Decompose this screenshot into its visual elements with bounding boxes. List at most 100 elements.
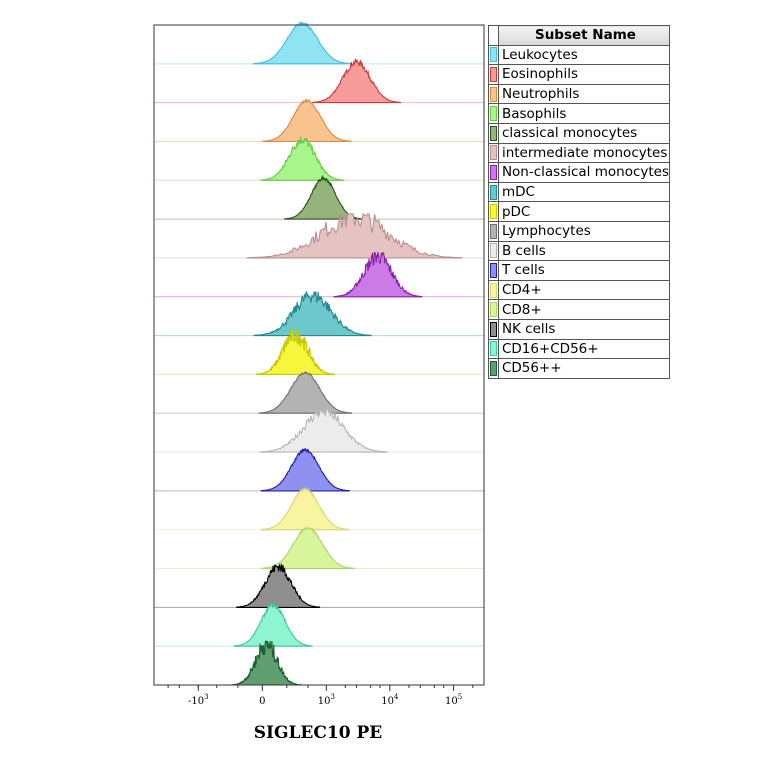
legend-row: CD56++ — [488, 358, 671, 379]
legend-label: CD4+ — [497, 279, 671, 301]
legend-swatch-cell — [488, 64, 499, 85]
legend-swatch — [489, 321, 497, 337]
histogram-curve — [233, 602, 313, 647]
histogram-row — [154, 602, 484, 647]
histogram-curve — [231, 640, 302, 686]
legend-swatch-cell — [488, 83, 499, 105]
legend-swatch-cell — [488, 44, 499, 66]
legend-swatch-cell — [488, 358, 499, 379]
legend-swatch — [489, 106, 497, 122]
histogram-row — [154, 251, 484, 298]
x-axis-label: SIGLEC10 PE — [253, 723, 383, 743]
histogram-curve — [260, 447, 350, 492]
legend-row: intermediate monocytes — [488, 142, 671, 164]
x-tick-label: 104 — [381, 693, 399, 707]
legend-swatch-cell — [488, 318, 499, 340]
histogram-row — [154, 58, 484, 104]
legend-swatch — [489, 66, 497, 82]
legend-row: Neutrophils — [488, 83, 671, 105]
legend-label: NK cells — [497, 318, 671, 340]
histogram-row — [154, 486, 484, 531]
legend-swatch — [489, 204, 497, 220]
legend-row: CD8+ — [488, 299, 671, 320]
legend-row: Lymphocytes — [488, 220, 671, 242]
legend-swatch-cell — [488, 279, 499, 301]
histogram-row — [154, 563, 484, 608]
legend-label: CD16+CD56+ — [497, 338, 671, 360]
histogram-row — [154, 98, 484, 143]
legend-row: NK cells — [488, 318, 671, 340]
legend-row: mDC — [488, 181, 671, 203]
plot-frame — [153, 24, 485, 686]
legend-swatch-cell — [488, 240, 499, 262]
histogram-row — [154, 212, 484, 259]
legend-label: pDC — [497, 201, 671, 222]
legend-swatch — [489, 282, 497, 298]
legend-row: pDC — [488, 201, 671, 222]
legend-swatch-cell — [488, 260, 499, 281]
legend-swatch-cell — [488, 122, 499, 144]
legend-swatch-cell — [488, 103, 499, 124]
x-axis: -103 0 103 104 105 — [167, 685, 474, 707]
legend-row: Non-classical monocytes — [488, 162, 671, 183]
legend-swatch-cell — [488, 338, 499, 360]
x-tick-label: 105 — [445, 693, 462, 707]
legend-label: Non-classical monocytes — [497, 162, 671, 183]
legend-header: Subset Name — [497, 25, 671, 46]
legend-label: Basophils — [497, 103, 671, 124]
legend-row: B cells — [488, 240, 671, 262]
legend-row: T cells — [488, 260, 671, 281]
histogram-row — [154, 526, 484, 570]
histogram-row — [154, 447, 484, 492]
legend-swatch-cell — [488, 220, 499, 242]
histogram-row — [154, 174, 484, 220]
legend-row: Leukocytes — [488, 44, 671, 66]
legend-swatch-cell — [488, 299, 499, 320]
legend-swatch — [489, 145, 497, 161]
histogram-curve — [236, 563, 321, 608]
legend-swatch — [489, 341, 497, 357]
legend-label: Lymphocytes — [497, 220, 671, 242]
legend-swatch — [489, 164, 497, 180]
legend-swatch-cell — [488, 201, 499, 222]
x-tick-label: -103 — [188, 693, 209, 707]
histogram-row — [154, 329, 484, 375]
legend-swatch — [489, 360, 497, 376]
histogram-row — [154, 407, 484, 453]
legend-swatch — [489, 223, 497, 239]
legend-label: mDC — [497, 181, 671, 203]
legend-label: Eosinophils — [497, 64, 671, 85]
legend-label: Neutrophils — [497, 83, 671, 105]
legend-row: CD4+ — [488, 279, 671, 301]
histogram-curve — [253, 291, 372, 337]
histogram-row — [154, 640, 484, 686]
legend-swatch — [489, 184, 497, 200]
legend: Subset Name Leukocytes Eosinophils Neutrop… — [488, 25, 671, 379]
legend-row: Basophils — [488, 103, 671, 124]
legend-row: CD16+CD56+ — [488, 338, 671, 360]
histogram-curve — [261, 526, 355, 570]
legend-label: CD56++ — [497, 358, 671, 379]
histogram-row — [154, 371, 484, 414]
histogram-curve — [260, 136, 345, 181]
legend-label: CD8+ — [497, 299, 671, 320]
histogram-curve — [258, 371, 353, 414]
legend-swatch — [489, 125, 497, 141]
histogram-curve — [259, 407, 388, 453]
legend-swatch — [489, 47, 497, 63]
histogram-curve — [260, 486, 350, 531]
histogram-curve — [333, 251, 423, 298]
histogram-row — [154, 21, 484, 65]
legend-label: intermediate monocytes — [497, 142, 671, 164]
legend-swatch-cell — [488, 142, 499, 164]
histogram-curve — [312, 58, 401, 104]
legend-label: Leukocytes — [497, 44, 671, 66]
legend-swatch-cell — [488, 181, 499, 203]
legend-swatch-cell — [488, 162, 499, 183]
x-tick-label: 103 — [318, 693, 335, 707]
histogram-curve — [283, 174, 364, 220]
legend-label: classical monocytes — [497, 122, 671, 144]
histogram-row — [154, 136, 484, 181]
legend-label: B cells — [497, 240, 671, 262]
legend-swatch — [489, 243, 497, 259]
